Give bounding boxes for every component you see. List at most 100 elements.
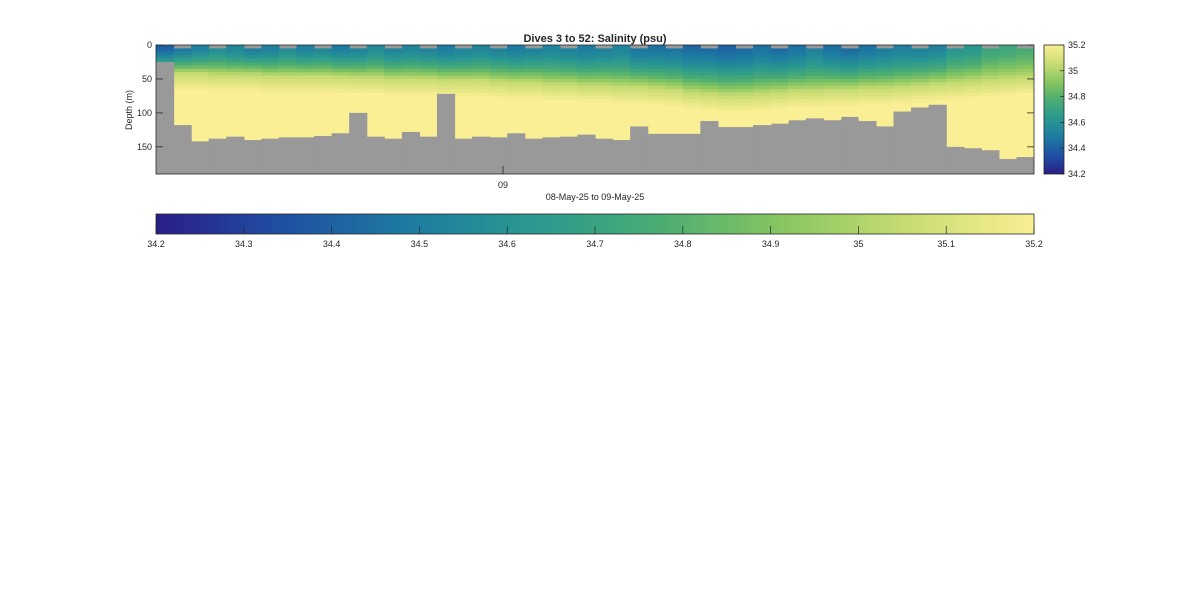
salinity-cell <box>366 55 385 60</box>
chart-title: Dives 3 to 52: Salinity (psu) <box>523 33 666 45</box>
salinity-cell <box>735 82 754 87</box>
salinity-cell <box>454 89 473 94</box>
salinity-cell <box>419 106 438 111</box>
salinity-cell <box>998 92 1018 97</box>
seafloor-mask <box>156 61 175 174</box>
salinity-cell <box>226 92 245 97</box>
salinity-cell <box>700 99 719 104</box>
salinity-cell <box>700 78 719 83</box>
salinity-cell <box>349 85 368 90</box>
salinity-cell <box>261 51 280 56</box>
salinity-cell <box>542 95 561 100</box>
salinity-cell <box>946 75 965 80</box>
salinity-cell <box>401 102 420 107</box>
hcolorbar-tick-label: 34.6 <box>498 239 516 249</box>
salinity-cell <box>384 106 403 111</box>
salinity-cell <box>875 55 895 60</box>
salinity-cell <box>682 126 701 131</box>
salinity-cell <box>559 123 579 128</box>
salinity-cell <box>243 112 262 117</box>
salinity-cell <box>858 89 877 94</box>
salinity-cell <box>559 95 579 100</box>
salinity-cell <box>384 133 403 138</box>
salinity-cell <box>507 119 526 124</box>
salinity-cell <box>788 89 807 94</box>
salinity-cell <box>840 99 859 104</box>
salinity-cell <box>559 65 579 70</box>
salinity-cell <box>612 95 631 100</box>
salinity-cell <box>278 109 298 114</box>
salinity-cell <box>507 109 526 114</box>
salinity-cell <box>963 68 982 73</box>
seafloor-mask <box>700 121 719 174</box>
salinity-cell <box>612 75 631 80</box>
salinity-cell <box>1016 136 1034 141</box>
salinity-cell <box>261 106 280 111</box>
salinity-cell <box>612 45 631 49</box>
salinity-cell <box>647 116 666 121</box>
salinity-cell <box>946 116 965 121</box>
salinity-cell <box>700 92 719 97</box>
salinity-cell <box>840 102 859 107</box>
salinity-cell <box>173 75 192 80</box>
salinity-cell <box>191 116 210 121</box>
salinity-cell <box>946 95 965 100</box>
salinity-cell <box>278 85 298 90</box>
salinity-cell <box>261 45 280 49</box>
salinity-cell <box>384 65 403 70</box>
salinity-cell <box>384 68 403 73</box>
salinity-cell <box>349 102 368 107</box>
salinity-cell <box>191 82 210 87</box>
salinity-cell <box>278 72 298 77</box>
seafloor-mask <box>454 138 473 174</box>
salinity-cell <box>524 123 543 128</box>
salinity-cell <box>612 55 631 60</box>
salinity-cell <box>191 136 210 141</box>
salinity-cell <box>753 102 772 107</box>
salinity-cell <box>331 58 350 63</box>
salinity-cell <box>401 89 420 94</box>
salinity-cell <box>401 61 420 66</box>
salinity-cell <box>296 68 315 73</box>
salinity-cell <box>226 99 245 104</box>
salinity-cell <box>647 48 666 53</box>
salinity-cell <box>823 99 842 104</box>
salinity-cell <box>823 78 842 83</box>
salinity-cell <box>735 58 754 63</box>
salinity-cell <box>191 48 210 53</box>
salinity-cell <box>700 58 719 63</box>
salinity-cell <box>296 85 315 90</box>
salinity-cell <box>419 99 438 104</box>
salinity-cell <box>893 82 912 87</box>
salinity-cell <box>296 61 315 66</box>
salinity-cell <box>682 109 701 114</box>
salinity-cell <box>454 68 473 73</box>
salinity-cell <box>630 99 649 104</box>
salinity-cell <box>173 58 192 63</box>
salinity-cell <box>823 89 842 94</box>
salinity-cell <box>963 48 982 53</box>
salinity-cell <box>735 106 754 111</box>
salinity-cell <box>261 68 280 73</box>
salinity-cell <box>700 55 719 60</box>
salinity-cell <box>314 68 333 73</box>
salinity-cell <box>419 58 438 63</box>
salinity-cell <box>261 82 280 87</box>
salinity-cell <box>893 72 912 77</box>
salinity-cell <box>261 119 280 124</box>
salinity-cell <box>454 112 473 117</box>
salinity-cell <box>472 75 491 80</box>
salinity-cell <box>1016 48 1034 53</box>
salinity-cell <box>331 51 350 56</box>
seafloor-mask <box>191 141 210 174</box>
salinity-cell <box>278 119 298 124</box>
salinity-cell <box>419 133 438 138</box>
salinity-cell <box>595 99 614 104</box>
salinity-cell <box>805 85 824 90</box>
salinity-cell <box>349 92 368 97</box>
salinity-cell <box>665 112 684 117</box>
salinity-cell <box>331 126 350 131</box>
salinity-cell <box>559 92 579 97</box>
salinity-cell <box>700 109 719 114</box>
salinity-cell <box>542 48 561 53</box>
